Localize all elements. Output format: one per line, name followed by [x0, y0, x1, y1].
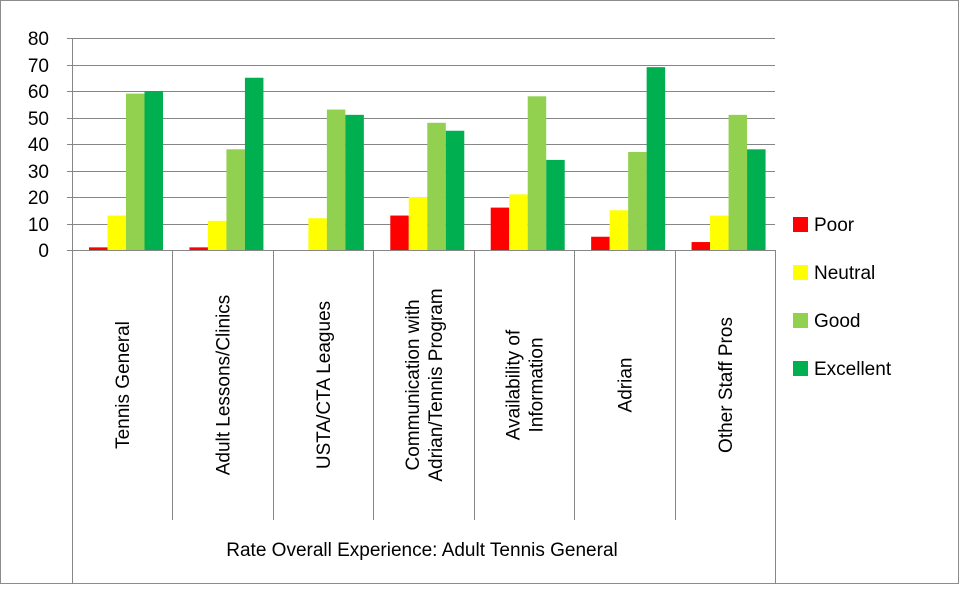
y-tick-label: 80 — [28, 29, 49, 50]
x-category-label-line: USTA/CTA Leagues — [314, 301, 335, 469]
x-category-label-line: Information — [526, 337, 547, 432]
bar-good-2 — [326, 109, 346, 250]
x-category-label-line: Communication with — [403, 299, 424, 470]
bar-excellent-0 — [144, 91, 163, 250]
y-tick-label: 10 — [28, 215, 49, 236]
x-category-label: Adult Lessons/Clinics — [214, 295, 235, 476]
x-category-label-line: Adrian/Tennis Program — [426, 288, 447, 481]
legend-swatch-poor — [793, 217, 808, 232]
bar-good-1 — [226, 149, 245, 250]
x-category-label: Availability of Information — [503, 329, 547, 440]
bar-poor-5 — [591, 236, 610, 250]
legend-label-excellent: Excellent — [814, 359, 892, 380]
legend-swatch-good — [793, 313, 808, 328]
bar-excellent-5 — [646, 67, 666, 251]
y-axis-ticks: 0 10 20 30 40 50 60 70 80 — [28, 29, 72, 262]
x-category-label-line: Availability of — [503, 329, 524, 440]
bar-neutral-2 — [308, 218, 327, 250]
axes — [72, 38, 776, 584]
bar-poor-1 — [189, 247, 208, 250]
x-category-label: Tennis General — [113, 321, 134, 449]
legend-swatch-neutral — [793, 265, 808, 280]
bar-poor-0 — [89, 247, 108, 250]
bar-excellent-4 — [546, 159, 565, 250]
bar-neutral-1 — [207, 220, 227, 250]
legend-swatch-excellent — [793, 361, 808, 376]
y-tick-label: 20 — [28, 188, 49, 209]
x-category-label: Adrian — [615, 358, 636, 413]
bar-excellent-6 — [747, 149, 766, 250]
bar-excellent-3 — [445, 130, 465, 250]
x-category-label: Communication with Adrian/Tennis Program — [403, 288, 447, 481]
y-tick-label: 30 — [28, 162, 49, 183]
bar-good-4 — [527, 96, 547, 250]
gridlines — [72, 38, 775, 225]
x-axis-categories: Tennis General Adult Lessons/Clinics USTA/… — [113, 288, 737, 481]
x-axis-title: Rate Overall Experience: Adult Tennis Ge… — [226, 540, 617, 561]
bar-neutral-5 — [609, 210, 629, 250]
bar-good-3 — [427, 122, 446, 250]
bar-good-6 — [728, 114, 748, 250]
legend-label-neutral: Neutral — [814, 263, 875, 284]
bar-neutral-6 — [710, 215, 729, 250]
bar-neutral-3 — [408, 197, 428, 250]
legend-label-poor: Poor — [814, 215, 855, 236]
bar-good-5 — [628, 151, 647, 250]
x-category-label: USTA/CTA Leagues — [314, 301, 335, 469]
bars — [89, 67, 766, 251]
y-tick-label: 60 — [28, 82, 49, 103]
bar-good-0 — [126, 93, 145, 251]
bar-excellent-2 — [345, 114, 364, 250]
legend: Poor Neutral Good Excellent — [793, 215, 892, 380]
y-tick-label: 70 — [28, 56, 49, 77]
x-category-label-line: Adult Lessons/Clinics — [214, 295, 235, 476]
x-category-label-line: Other Staff Pros — [716, 317, 737, 453]
x-category-label-line: Tennis General — [113, 321, 134, 449]
legend-label-good: Good — [814, 311, 860, 332]
y-tick-label: 0 — [38, 241, 49, 262]
bar-neutral-0 — [107, 215, 126, 250]
y-tick-label: 40 — [28, 135, 49, 156]
bar-poor-6 — [691, 242, 711, 250]
x-category-label-line: Adrian — [615, 358, 636, 413]
bar-poor-3 — [390, 215, 409, 250]
x-category-label: Other Staff Pros — [716, 317, 737, 453]
y-tick-label: 50 — [28, 109, 49, 130]
bar-neutral-4 — [509, 194, 528, 250]
bar-poor-4 — [490, 207, 510, 250]
bar-excellent-1 — [244, 77, 264, 250]
